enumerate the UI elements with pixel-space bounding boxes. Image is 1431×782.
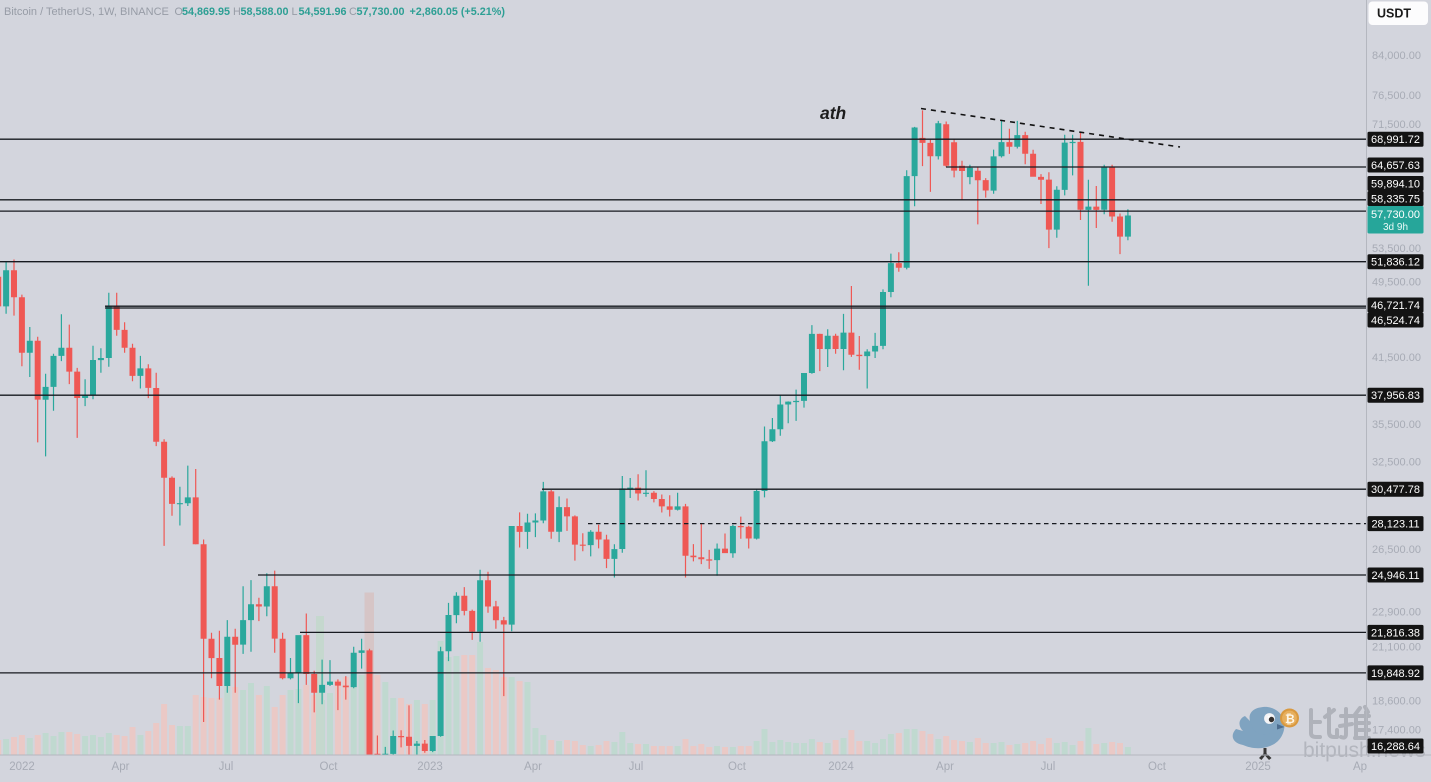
svg-text:16,288.64: 16,288.64 bbox=[1371, 741, 1420, 753]
svg-text:Jul: Jul bbox=[1041, 761, 1056, 773]
svg-text:28,123.11: 28,123.11 bbox=[1371, 519, 1419, 531]
svg-text:46,721.74: 46,721.74 bbox=[1371, 300, 1420, 312]
svg-text:Oct: Oct bbox=[1148, 761, 1167, 773]
svg-text:24,946.11: 24,946.11 bbox=[1371, 570, 1419, 582]
svg-text:21,816.38: 21,816.38 bbox=[1371, 627, 1420, 639]
svg-text:H: H bbox=[233, 6, 241, 18]
svg-text:53,500.00: 53,500.00 bbox=[1372, 243, 1421, 255]
svg-text:46,524.74: 46,524.74 bbox=[1371, 315, 1420, 327]
svg-text:57,730.00: 57,730.00 bbox=[1371, 209, 1420, 221]
svg-text:ath: ath bbox=[820, 103, 846, 123]
svg-text:Apr: Apr bbox=[112, 761, 130, 773]
svg-text:19,848.92: 19,848.92 bbox=[1371, 668, 1420, 680]
svg-text:71,500.00: 71,500.00 bbox=[1372, 119, 1421, 131]
svg-text:41,500.00: 41,500.00 bbox=[1372, 352, 1421, 364]
svg-text:Apr: Apr bbox=[936, 761, 954, 773]
svg-text:+2,860.05 (+5.21%): +2,860.05 (+5.21%) bbox=[410, 6, 506, 18]
svg-text:₿: ₿ bbox=[1285, 712, 1295, 726]
svg-text:64,657.63: 64,657.63 bbox=[1371, 160, 1420, 172]
svg-text:58,335.75: 58,335.75 bbox=[1371, 194, 1420, 206]
svg-text:21,100.00: 21,100.00 bbox=[1372, 642, 1421, 654]
svg-text:Jul: Jul bbox=[219, 761, 234, 773]
svg-text:3d 9h: 3d 9h bbox=[1383, 222, 1408, 233]
svg-text:59,894.10: 59,894.10 bbox=[1371, 179, 1420, 191]
svg-text:USDT: USDT bbox=[1377, 7, 1411, 21]
svg-text:Ap: Ap bbox=[1353, 761, 1367, 773]
svg-text:Apr: Apr bbox=[524, 761, 542, 773]
svg-text:76,500.00: 76,500.00 bbox=[1372, 90, 1421, 102]
svg-text:O: O bbox=[175, 6, 183, 18]
svg-text:C: C bbox=[349, 6, 357, 18]
svg-text:58,588.00: 58,588.00 bbox=[241, 6, 289, 18]
svg-text:2025: 2025 bbox=[1245, 761, 1271, 773]
svg-text:L: L bbox=[292, 6, 298, 18]
svg-text:2024: 2024 bbox=[828, 761, 854, 773]
svg-text:54,591.96: 54,591.96 bbox=[299, 6, 347, 18]
svg-text:32,500.00: 32,500.00 bbox=[1372, 457, 1421, 469]
svg-text:Jul: Jul bbox=[629, 761, 644, 773]
svg-text:51,836.12: 51,836.12 bbox=[1371, 257, 1420, 269]
svg-text:68,991.72: 68,991.72 bbox=[1371, 134, 1420, 146]
svg-text:22,900.00: 22,900.00 bbox=[1372, 607, 1421, 619]
svg-text:30,477.78: 30,477.78 bbox=[1371, 484, 1420, 496]
svg-text:2022: 2022 bbox=[9, 761, 35, 773]
svg-text:18,600.00: 18,600.00 bbox=[1372, 696, 1421, 708]
svg-text:Oct: Oct bbox=[320, 761, 339, 773]
svg-text:57,730.00: 57,730.00 bbox=[357, 6, 405, 18]
svg-text:49,500.00: 49,500.00 bbox=[1372, 276, 1421, 288]
svg-text:37,956.83: 37,956.83 bbox=[1371, 390, 1420, 402]
svg-text:26,500.00: 26,500.00 bbox=[1372, 544, 1421, 556]
svg-text:Oct: Oct bbox=[728, 761, 747, 773]
svg-text:54,869.95: 54,869.95 bbox=[182, 6, 230, 18]
svg-text:17,400.00: 17,400.00 bbox=[1372, 724, 1421, 736]
svg-text:84,000.00: 84,000.00 bbox=[1372, 50, 1421, 62]
svg-text:Bitcoin / TetherUS, 1W, BINANC: Bitcoin / TetherUS, 1W, BINANCE bbox=[4, 6, 169, 18]
svg-text:2023: 2023 bbox=[417, 761, 443, 773]
svg-text:35,500.00: 35,500.00 bbox=[1372, 419, 1421, 431]
